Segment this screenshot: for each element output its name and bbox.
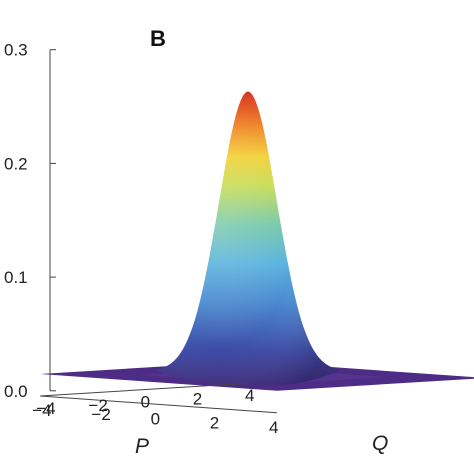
surface-shading <box>155 91 341 387</box>
p-axis-line <box>40 395 278 414</box>
q-tick-label: −4 <box>36 399 55 418</box>
p-tick-label: −2 <box>91 405 110 424</box>
z-tick-label: 0.3 <box>4 41 28 60</box>
p-axis-ticks: −4 −2 0 2 4 <box>32 401 278 437</box>
z-tick-label: 0.1 <box>4 268 28 287</box>
z-axis-ticks: 0.0 0.1 0.2 0.3 <box>4 41 56 401</box>
p-tick-label: 0 <box>151 409 160 428</box>
q-tick-label: 4 <box>245 386 254 405</box>
z-tick-label: 0.2 <box>4 154 28 173</box>
q-tick-label: 2 <box>193 389 202 408</box>
p-tick-label: 2 <box>210 414 219 433</box>
q-tick-label: 0 <box>141 393 150 412</box>
p-tick-label: −4 <box>32 401 51 420</box>
z-tick-label: 0.0 <box>4 382 28 401</box>
q-axis-label: Q <box>372 432 388 455</box>
p-axis-label: P <box>135 435 149 458</box>
p-tick-label: 4 <box>269 418 278 437</box>
q-axis-line <box>40 382 250 397</box>
panel-label: B <box>150 26 166 51</box>
q-axis-ticks: −4 −2 0 2 4 <box>36 386 254 418</box>
q-tick-label: −2 <box>88 396 107 415</box>
